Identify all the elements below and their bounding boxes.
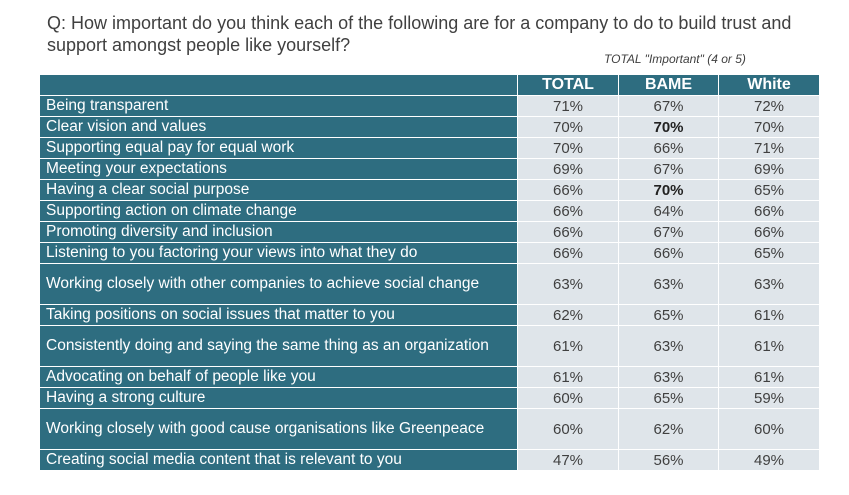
table-body: Being transparent 71% 67% 72% Clear vision a… xyxy=(39,95,820,471)
results-table: TOTAL BAME White Being transparent 71% 67%… xyxy=(39,74,820,471)
value-cell-white: 65% xyxy=(718,242,820,264)
value-cell-bame: 66% xyxy=(618,242,719,264)
value-cell-total: 61% xyxy=(517,366,619,388)
row-label: Working closely with other companies to … xyxy=(39,263,518,305)
table-row: Working closely with other companies to … xyxy=(39,263,820,305)
row-label: Meeting your expectations xyxy=(39,158,518,180)
table-row: Supporting equal pay for equal work 70% 66… xyxy=(39,137,820,159)
value-cell-white: 60% xyxy=(718,408,820,450)
value-cell-total: 69% xyxy=(517,158,619,180)
table-row: Working closely with good cause organisa… xyxy=(39,408,820,450)
table-row: Supporting action on climate change 66% 64… xyxy=(39,200,820,222)
table-row: Listening to you factoring your views in… xyxy=(39,242,820,264)
value-cell-total: 63% xyxy=(517,263,619,305)
value-cell-white: 66% xyxy=(718,200,820,222)
value-cell-bame: 62% xyxy=(618,408,719,450)
value-cell-bame: 66% xyxy=(618,137,719,159)
row-label: Taking positions on social issues that m… xyxy=(39,304,518,326)
value-cell-white: 63% xyxy=(718,263,820,305)
value-cell-bame: 70% xyxy=(618,116,719,138)
value-cell-total: 66% xyxy=(517,179,619,201)
value-cell-total: 66% xyxy=(517,221,619,243)
value-cell-bame: 63% xyxy=(618,325,719,367)
value-cell-white: 65% xyxy=(718,179,820,201)
row-label: Listening to you factoring your views in… xyxy=(39,242,518,264)
table-row: Clear vision and values 70% 70% 70% xyxy=(39,116,820,138)
value-cell-total: 62% xyxy=(517,304,619,326)
value-cell-white: 72% xyxy=(718,95,820,117)
value-cell-bame: 67% xyxy=(618,158,719,180)
value-cell-bame: 63% xyxy=(618,263,719,305)
row-label: Having a strong culture xyxy=(39,387,518,409)
row-label: Creating social media content that is re… xyxy=(39,449,518,471)
value-cell-bame: 70% xyxy=(618,179,719,201)
value-cell-total: 60% xyxy=(517,408,619,450)
table-row: Meeting your expectations 69% 67% 69% xyxy=(39,158,820,180)
value-cell-white: 59% xyxy=(718,387,820,409)
value-cell-total: 47% xyxy=(517,449,619,471)
value-cell-white: 66% xyxy=(718,221,820,243)
header-row: TOTAL BAME White xyxy=(39,74,820,96)
table-row: Consistently doing and saying the same t… xyxy=(39,325,820,367)
header-blank-cell xyxy=(39,74,518,96)
value-cell-white: 61% xyxy=(718,304,820,326)
value-cell-white: 61% xyxy=(718,366,820,388)
value-cell-total: 66% xyxy=(517,200,619,222)
value-cell-bame: 63% xyxy=(618,366,719,388)
value-cell-white: 70% xyxy=(718,116,820,138)
table-row: Creating social media content that is re… xyxy=(39,449,820,471)
column-header: White xyxy=(718,74,820,96)
table-row: Promoting diversity and inclusion 66% 67% 6… xyxy=(39,221,820,243)
value-cell-total: 71% xyxy=(517,95,619,117)
row-label: Supporting action on climate change xyxy=(39,200,518,222)
row-label: Advocating on behalf of people like you xyxy=(39,366,518,388)
value-cell-white: 49% xyxy=(718,449,820,471)
table-row: Taking positions on social issues that m… xyxy=(39,304,820,326)
value-cell-total: 70% xyxy=(517,116,619,138)
table-row: Being transparent 71% 67% 72% xyxy=(39,95,820,117)
table-row: Advocating on behalf of people like you 6… xyxy=(39,366,820,388)
question-text: Q: How important do you think each of th… xyxy=(47,13,792,55)
column-header: TOTAL xyxy=(517,74,619,96)
value-cell-bame: 65% xyxy=(618,304,719,326)
value-cell-total: 61% xyxy=(517,325,619,367)
value-cell-white: 71% xyxy=(718,137,820,159)
value-cell-bame: 65% xyxy=(618,387,719,409)
value-cell-bame: 67% xyxy=(618,221,719,243)
table-row: Having a strong culture 60% 65% 59% xyxy=(39,387,820,409)
row-label: Consistently doing and saying the same t… xyxy=(39,325,518,367)
row-label: Being transparent xyxy=(39,95,518,117)
value-cell-white: 69% xyxy=(718,158,820,180)
value-cell-white: 61% xyxy=(718,325,820,367)
value-cell-bame: 56% xyxy=(618,449,719,471)
table-subtitle: TOTAL "Important" (4 or 5) xyxy=(604,52,746,66)
value-cell-total: 60% xyxy=(517,387,619,409)
value-cell-bame: 67% xyxy=(618,95,719,117)
row-label: Promoting diversity and inclusion xyxy=(39,221,518,243)
row-label: Working closely with good cause organisa… xyxy=(39,408,518,450)
column-header: BAME xyxy=(618,74,719,96)
row-label: Clear vision and values xyxy=(39,116,518,138)
row-label: Supporting equal pay for equal work xyxy=(39,137,518,159)
table-row: Having a clear social purpose 66% 70% 65% xyxy=(39,179,820,201)
value-cell-bame: 64% xyxy=(618,200,719,222)
value-cell-total: 70% xyxy=(517,137,619,159)
row-label: Having a clear social purpose xyxy=(39,179,518,201)
value-cell-total: 66% xyxy=(517,242,619,264)
